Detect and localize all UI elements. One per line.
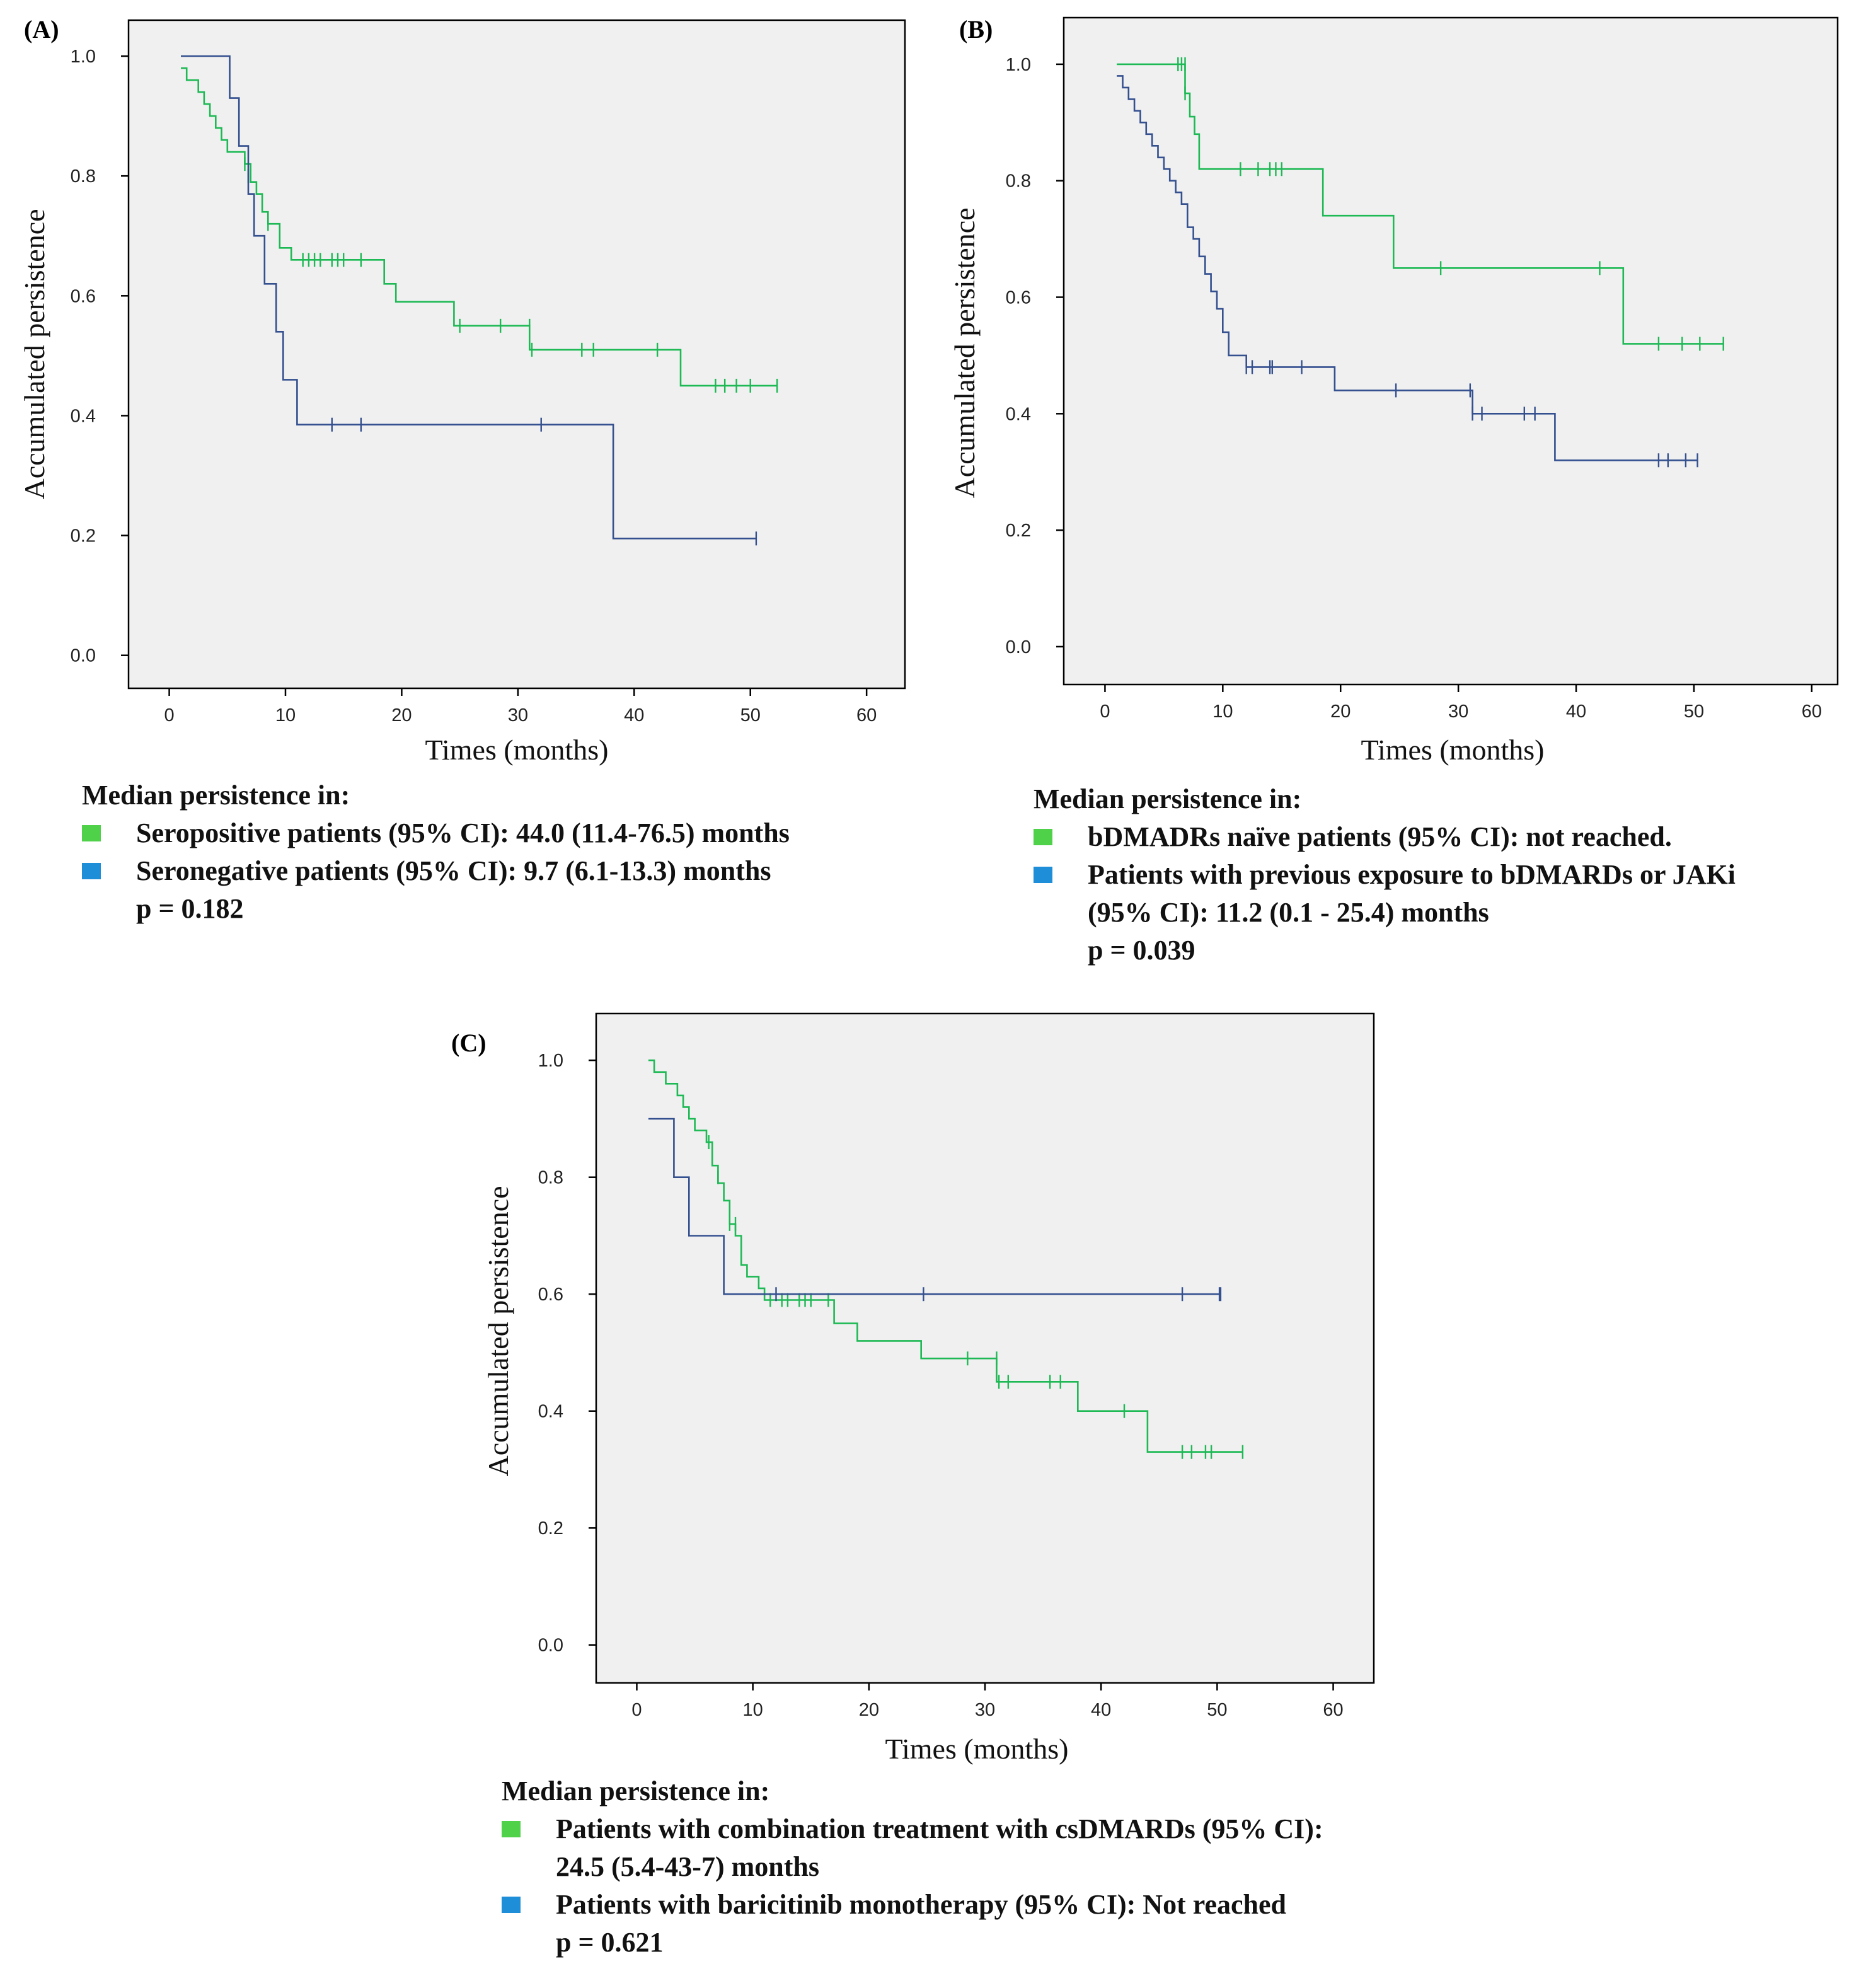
legend-heading: Median persistence in:	[82, 780, 350, 811]
y-tick-label: 0.6	[538, 1285, 563, 1305]
x-tick-label: 60	[1323, 1700, 1343, 1720]
x-tick-label: 10	[275, 705, 296, 725]
legend-entry-text: 24.5 (5.4-43-7) months	[556, 1851, 819, 1882]
chart-c: (C) 0 10 20 30 40 50 60 0.0 0.2 0.4 0.6 0.8 1.0 Time…	[451, 1012, 1375, 1765]
y-tick-label: 0.4	[538, 1402, 563, 1422]
legend-swatch	[502, 1821, 521, 1837]
x-tick-label: 50	[1684, 702, 1704, 722]
y-tick-label: 0.8	[1006, 171, 1031, 192]
x-tick-label: 40	[1566, 702, 1586, 722]
x-tick-label: 0	[631, 1700, 642, 1720]
x-tick-label: 10	[1212, 702, 1233, 722]
y-tick-label: 0.6	[1006, 288, 1031, 308]
y-axis-label: Accumulated persistence	[18, 209, 50, 499]
x-tick-label: 30	[1448, 702, 1468, 722]
y-tick-label: 0.8	[71, 166, 96, 187]
x-tick-label: 10	[743, 1700, 763, 1720]
x-tick-label: 20	[1330, 702, 1351, 722]
chart-a: (A) 0 10 20 30 40 50 60 0.0 0.2 0.4 0.6 0.8 1.0 Time…	[18, 15, 906, 766]
y-tick-label: 1.0	[71, 47, 96, 67]
legend-entry-text: Seronegative patients (95% CI): 9.7 (6.1…	[82, 852, 790, 890]
x-tick-label: 50	[1207, 1700, 1227, 1720]
legend-heading: Median persistence in:	[1034, 783, 1302, 814]
y-tick-label: 0.4	[71, 406, 96, 426]
y-tick-label: 0.4	[1006, 404, 1031, 424]
legend-entry-text: Patients with baricitinib monotherapy (9…	[502, 1886, 1323, 1924]
x-axis-label: Times (months)	[885, 1733, 1069, 1765]
legend-swatch	[502, 1897, 521, 1913]
legend-entry-text: Patients with previous exposure to bDMAR…	[1034, 856, 1736, 894]
y-axis-label: Accumulated persistence	[948, 207, 981, 498]
legend-entry-text: (95% CI): 11.2 (0.1 - 25.4) months	[1088, 897, 1489, 928]
y-tick-label: 0.2	[71, 526, 96, 546]
legend-swatch	[1034, 829, 1052, 845]
y-axis-label: Accumulated persistence	[482, 1186, 514, 1476]
x-axis-label: Times (months)	[425, 734, 609, 766]
legend-entry-text: bDMADRs naïve patients (95% CI): not rea…	[1034, 818, 1736, 856]
x-tick-label: 20	[391, 705, 412, 725]
p-value: p = 0.621	[556, 1927, 664, 1958]
legend-swatch	[82, 863, 101, 879]
x-tick-label: 0	[164, 705, 174, 725]
x-tick-label: 40	[1091, 1700, 1111, 1720]
x-tick-label: 60	[1802, 702, 1822, 722]
y-tick-label: 1.0	[1006, 55, 1031, 75]
x-tick-label: 20	[859, 1700, 879, 1720]
y-tick-label: 0.2	[1006, 521, 1031, 541]
y-tick-label: 0.2	[538, 1518, 563, 1539]
p-value: p = 0.039	[1088, 935, 1195, 966]
survival-curve-green	[181, 67, 778, 387]
survival-curve-blue	[648, 1118, 1221, 1295]
y-tick-label: 0.0	[1006, 637, 1031, 657]
panel-label: (A)	[24, 15, 59, 43]
x-tick-label: 30	[975, 1700, 995, 1720]
survival-curve-blue	[181, 55, 756, 540]
y-tick-label: 0.0	[71, 646, 96, 666]
y-tick-label: 0.8	[538, 1168, 563, 1188]
legend-entry-text: Patients with combination treatment with…	[502, 1810, 1323, 1848]
chart-b: (B) 0 10 20 30 40 50 60 0.0 0.2 0.4 0.6 0.8 1.0 Time…	[948, 15, 1839, 766]
x-axis-label: Times (months)	[1361, 734, 1545, 766]
y-tick-label: 0.0	[538, 1636, 563, 1656]
survival-curve-green	[1117, 63, 1724, 345]
x-tick-label: 30	[508, 705, 528, 725]
x-tick-label: 40	[624, 705, 644, 725]
plot-area	[127, 19, 906, 690]
x-tick-label: 50	[740, 705, 761, 725]
survival-curves	[1117, 57, 1724, 468]
x-tick-label: 60	[856, 705, 877, 725]
legend-swatch	[1034, 867, 1052, 883]
survival-curve-green	[648, 1059, 1243, 1453]
x-tick-label: 0	[1100, 702, 1110, 722]
survival-curves	[181, 55, 778, 546]
axes: 0 10 20 30 40 50 60 0.0 0.2 0.4 0.6 0.8 1.0	[1006, 55, 1822, 722]
plot-area	[1063, 16, 1839, 686]
legend-entry-text: Seropositive patients (95% CI): 44.0 (11…	[82, 814, 790, 852]
y-tick-label: 1.0	[538, 1051, 563, 1071]
legend-b: Median persistence in: bDMADRs naïve pati…	[1034, 780, 1736, 969]
axes: 0 10 20 30 40 50 60 0.0 0.2 0.4 0.6 0.8 1.0	[71, 47, 877, 725]
legend-heading: Median persistence in:	[502, 1776, 770, 1806]
survival-curves	[648, 1059, 1244, 1459]
axes: 0 10 20 30 40 50 60 0.0 0.2 0.4 0.6 0.8 1.0	[538, 1051, 1344, 1720]
legend-c: Median persistence in: Patients with comb…	[502, 1772, 1323, 1962]
p-value: p = 0.182	[136, 893, 244, 924]
plot-area	[595, 1012, 1375, 1684]
panel-label: (B)	[959, 15, 993, 43]
legend-a: Median persistence in: Seropositive patie…	[82, 777, 790, 928]
legend-swatch	[82, 825, 101, 841]
survival-curve-blue	[1117, 75, 1698, 461]
y-tick-label: 0.6	[71, 286, 96, 306]
panel-label: (C)	[451, 1029, 487, 1057]
